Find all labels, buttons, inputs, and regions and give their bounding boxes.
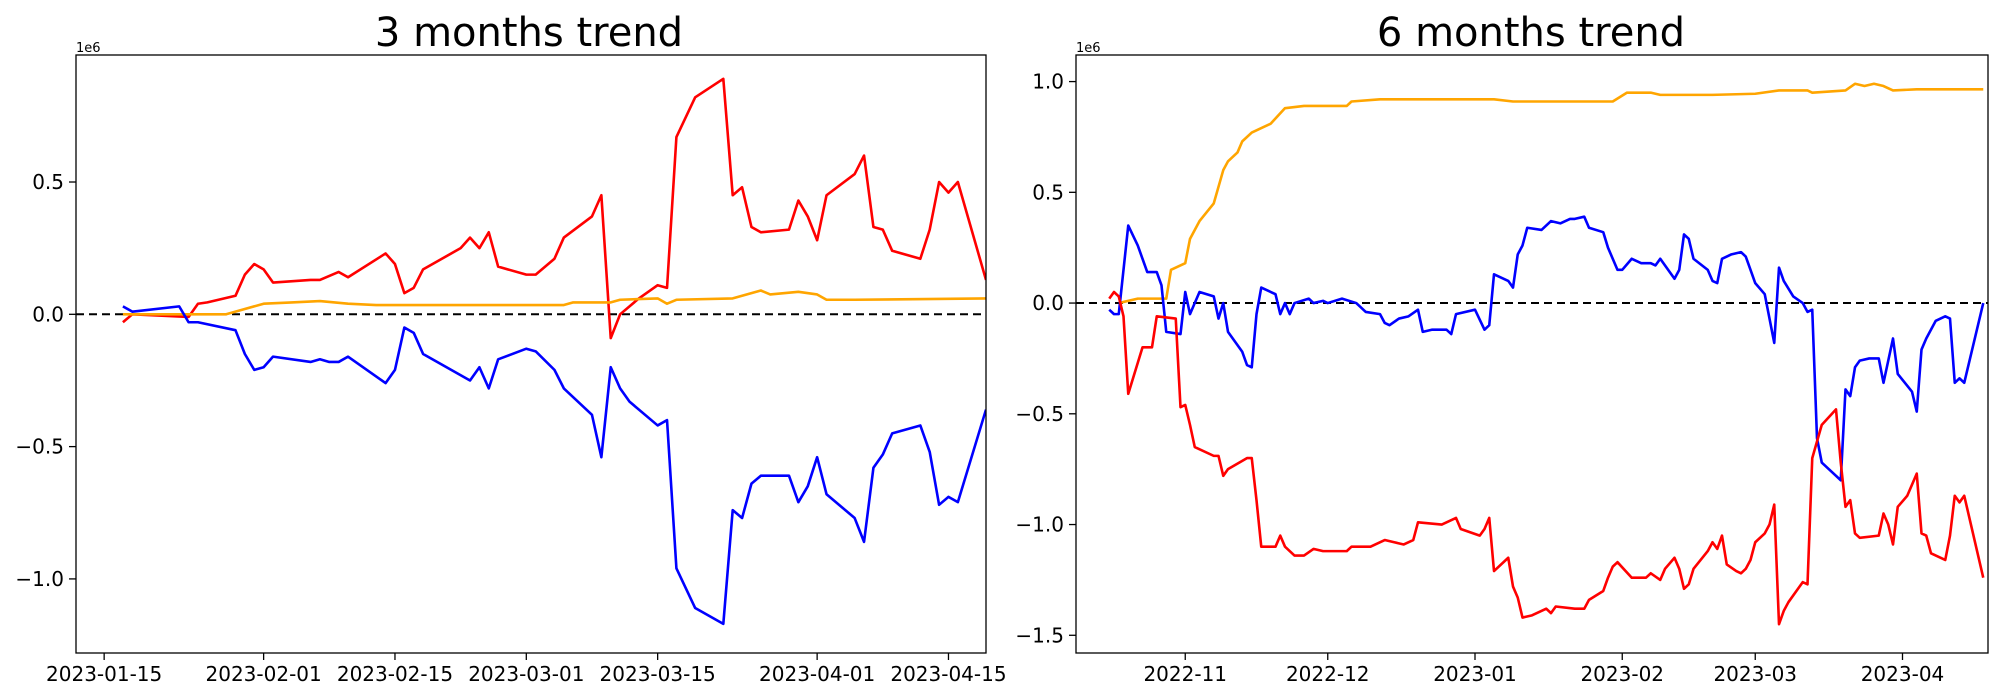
y-tick-label: −1.0 xyxy=(15,567,64,591)
y-tick-label: 0.0 xyxy=(32,302,64,326)
y-tick-label: 0.5 xyxy=(32,170,64,194)
x-tick-label: 2023-02-01 xyxy=(206,662,322,686)
x-tick-label: 2023-01-15 xyxy=(46,662,162,686)
y-tick-label: −0.5 xyxy=(1015,402,1064,426)
y-tick-label: 1.0 xyxy=(1032,70,1064,94)
series-line-1 xyxy=(1108,215,1985,482)
y-axis-offset-label: 1e6 xyxy=(1076,41,1101,56)
x-tick-label: 2023-04 xyxy=(1861,662,1945,686)
x-tick-label: 2023-04-01 xyxy=(759,662,875,686)
y-tick-label: −0.5 xyxy=(15,435,64,459)
x-tick-label: 2023-03-15 xyxy=(600,662,716,686)
x-tick-label: 2023-03-01 xyxy=(468,662,584,686)
x-tick-label: 2023-03 xyxy=(1713,662,1797,686)
series-line-0 xyxy=(122,77,986,340)
x-tick-label: 2022-11 xyxy=(1143,662,1227,686)
chart-3-months-trend: 3 months trend 1e6 −1.0 −0.5 0.0 0.5 2023-01… xyxy=(15,10,1006,686)
y-tick-label: −1.5 xyxy=(1015,623,1064,647)
x-tick-label: 2023-02 xyxy=(1580,662,1664,686)
x-tick-label: 2023-04-15 xyxy=(890,662,1006,686)
y-tick-label: 0.0 xyxy=(1032,291,1064,315)
y-tick-label: 0.5 xyxy=(1032,180,1064,204)
x-tick-label: 2023-02-15 xyxy=(337,662,453,686)
x-tick-label: 2022-12 xyxy=(1286,662,1370,686)
chart-6-months-trend: 6 months trend 1e6 −1.5 −1.0 −0.5 0.0 0.5 1.0… xyxy=(1015,10,1989,686)
series-line-2 xyxy=(122,305,986,626)
series-line-0 xyxy=(1118,82,1984,305)
series-line-1 xyxy=(122,289,986,316)
x-tick-label: 2023-01 xyxy=(1433,662,1517,686)
plot-frame xyxy=(75,54,987,654)
chart-title: 6 months trend xyxy=(1377,10,1685,56)
y-tick-label: −1.0 xyxy=(1015,513,1064,537)
plot-frame xyxy=(1075,54,1989,654)
y-axis-offset-label: 1e6 xyxy=(76,41,101,56)
chart-title: 3 months trend xyxy=(375,10,683,56)
series-line-2 xyxy=(1108,290,1985,626)
